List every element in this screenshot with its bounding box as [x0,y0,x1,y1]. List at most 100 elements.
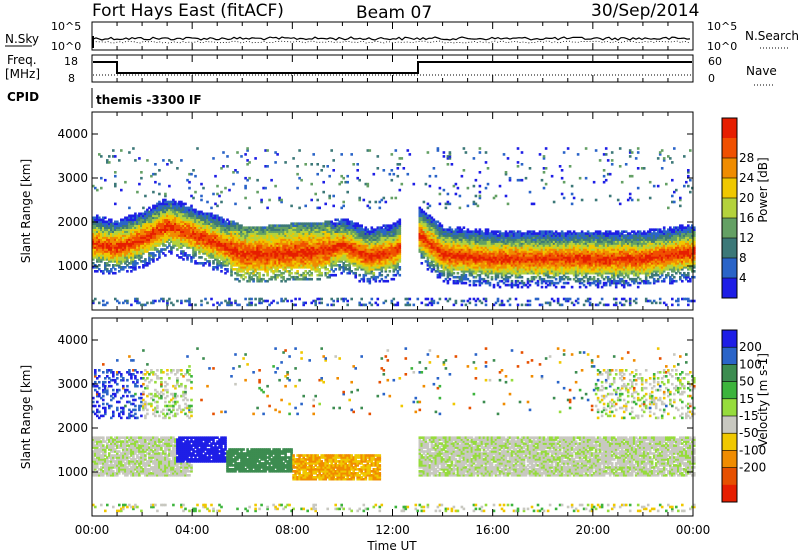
power-cell [276,302,279,305]
power-cell [385,300,388,303]
power-cell [128,151,131,154]
power-cell [130,304,133,307]
power-cell [220,201,223,204]
power-cell [222,165,225,168]
power-cell [214,175,217,178]
power-cell [164,193,167,196]
power-cell [318,207,321,210]
power-cell [439,298,442,301]
power-cell [254,304,257,307]
power-cell [238,280,241,283]
power-cell [334,268,337,271]
power-cell [427,298,430,301]
power-cell [194,175,197,178]
power-cell [166,163,169,166]
power-cell [365,304,368,307]
power-cell [236,151,239,154]
power-cell [369,149,372,152]
power-cell [162,159,165,162]
power-cell [168,185,171,188]
power-cell [146,159,149,162]
power-cell [212,157,215,160]
power-cell [377,167,380,170]
power-cell [220,191,223,194]
power-cell [114,268,117,271]
search-label: N.Search [745,29,799,43]
power-cell [346,300,349,303]
power-cell [182,258,185,261]
power-cell [120,189,123,192]
power-cell [212,304,215,307]
power-cell [200,256,203,259]
search-trace-line [93,41,690,43]
power-cell [152,191,155,194]
power-cell [397,302,400,305]
power-cell [399,163,402,166]
power-cell [264,187,267,190]
power-cell [132,147,135,150]
power-cell [399,274,402,277]
power-cell [184,203,187,206]
power-cell [334,274,337,277]
power-cell [200,304,203,307]
power-cell [106,302,109,305]
power-cell [208,260,211,263]
power-cell [387,280,390,283]
power-cell [425,183,428,186]
freq-unit-label: [MHz] [5,67,40,81]
power-cell [234,203,237,206]
power-cell [204,298,207,301]
power-cell [270,179,273,182]
power-cell [298,207,301,210]
power-cell [220,270,223,273]
power-cell [210,207,213,210]
power-cell [393,298,396,301]
power-cell [332,300,335,303]
power-cell [104,217,107,220]
power-cell [377,298,380,301]
power-cell [138,266,141,269]
power-cell [369,207,372,210]
power-cell [421,262,424,265]
power-cell [200,300,203,303]
power-cell [354,272,357,275]
power-cell [379,207,382,210]
power-cell [290,272,293,275]
power-cell [399,266,402,269]
power-cell [216,205,219,208]
power-cell [124,181,127,184]
power-cell [429,175,432,178]
power-cell [326,304,329,307]
date-label: 30/Sep/2014 [591,1,699,21]
power-cell [224,187,227,190]
power-cell [469,298,472,301]
power-cell [206,302,209,305]
power-cell [98,302,101,305]
power-cell [222,151,225,154]
power-cell [108,264,111,267]
power-cell [254,157,257,160]
sky-tick-top: 10^5 [51,20,81,33]
power-cell [140,177,143,180]
power-cell [142,207,145,210]
power-cell [356,163,359,166]
power-cell [258,272,261,275]
power-cell [228,189,231,192]
power-cell [194,304,197,307]
power-cell [162,298,165,301]
power-cell [118,302,121,305]
power-cell [232,183,235,186]
power-cell [465,282,468,285]
power-cell [262,274,265,277]
power-cell [168,298,171,301]
power-cell [194,191,197,194]
power-cell [437,302,440,305]
power-cell [100,187,103,190]
power-cell [447,193,450,196]
power-cell [310,272,313,275]
power-cell [98,264,101,267]
power-cell [158,193,161,196]
power-cell [96,189,99,192]
power-cell [377,304,380,307]
power-cell [126,300,129,303]
